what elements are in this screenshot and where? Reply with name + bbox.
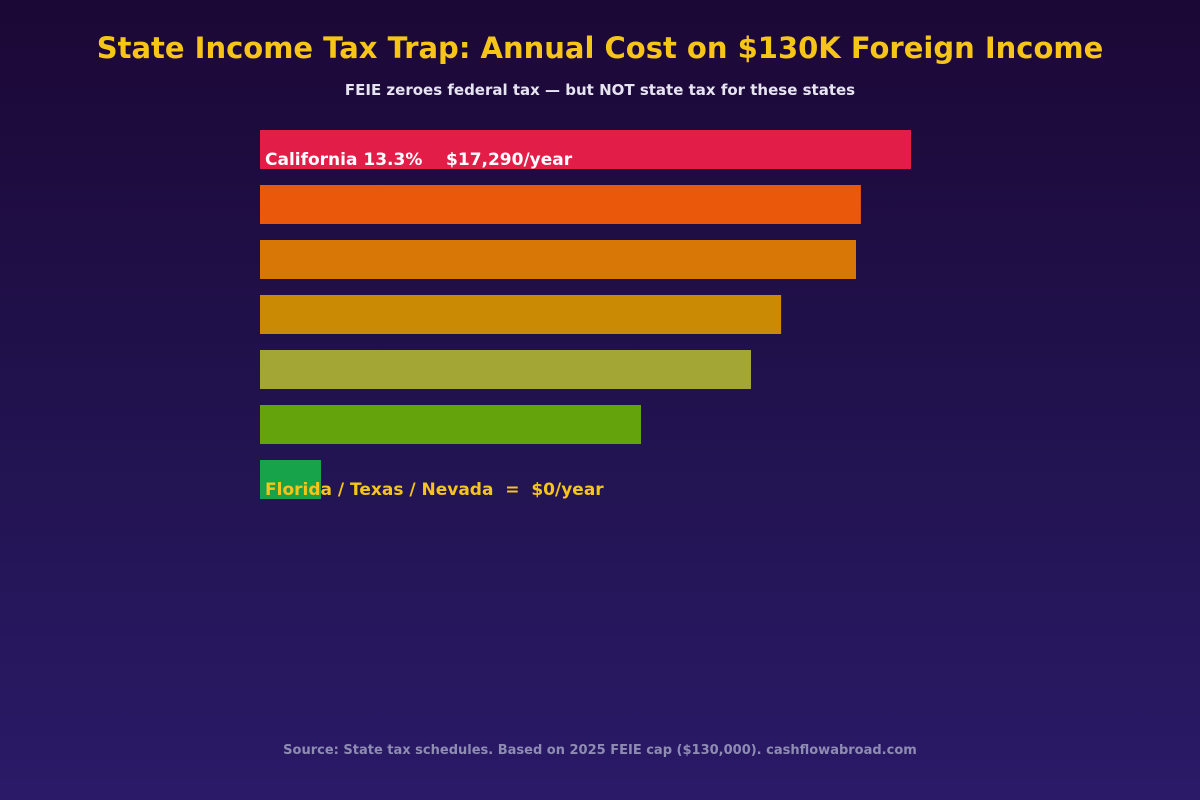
bar-5 [260,350,751,389]
bar-label-1: California 13.3% $17,290/year [265,150,573,170]
bar-6 [260,405,641,444]
bar-7 [260,460,321,499]
bar-3 [260,240,856,279]
bar-1 [260,130,911,169]
bar-2 [260,185,861,224]
bar-4 [260,295,782,334]
bar-label-7: Florida / Texas / Nevada = $0/year [265,480,604,500]
chart-subtitle: FEIE zeroes federal tax — but NOT state … [344,81,856,99]
chart-title: State Income Tax Trap: Annual Cost on $1… [96,31,1104,65]
source-note: Source: State tax schedules. Based on 20… [283,743,917,758]
